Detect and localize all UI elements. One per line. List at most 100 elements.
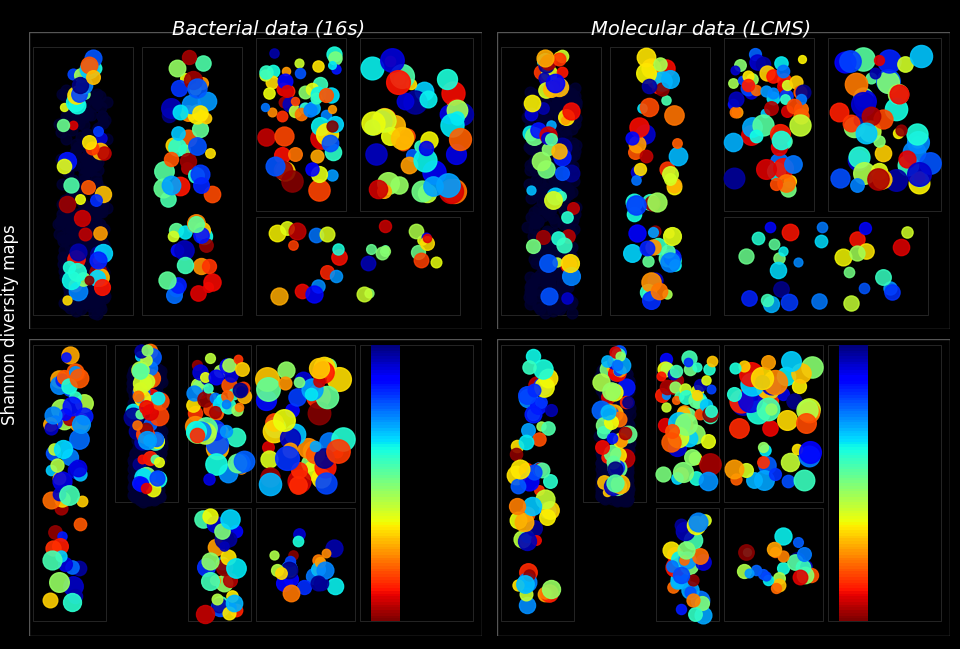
Point [522,128,538,138]
Point [799,418,814,428]
Point [545,105,561,116]
Point [130,435,145,445]
Point [688,520,704,530]
Point [554,87,569,97]
Point [813,236,828,246]
Point [148,494,163,504]
Point [93,278,108,288]
Point [64,247,80,257]
Point [221,400,236,411]
Point [420,93,436,104]
Point [187,84,203,95]
Point [218,399,233,410]
Point [693,550,708,561]
Point [452,134,468,144]
Point [669,472,684,483]
Bar [839,530,868,533]
Point [528,217,543,227]
Point [78,248,93,258]
Point [773,135,788,145]
Point [180,108,195,118]
Point [207,393,223,403]
Point [138,465,154,476]
Point [766,545,781,555]
Point [428,257,444,267]
Point [304,384,320,395]
Point [55,209,70,219]
Point [77,112,92,122]
Point [442,109,457,119]
Point [516,517,531,528]
Point [216,561,231,572]
Point [600,430,615,440]
Point [523,95,539,105]
Point [549,93,564,103]
Point [555,278,570,288]
Point [84,143,100,153]
Point [207,425,223,435]
Point [763,423,779,434]
Point [909,129,924,139]
Point [133,479,149,489]
Point [90,202,106,212]
Point [177,227,192,237]
Point [610,405,625,415]
Bar [372,386,399,389]
Point [600,392,615,402]
Point [545,213,561,223]
Point [330,244,346,254]
Point [617,464,633,474]
Point [70,112,85,123]
Point [145,466,160,476]
Point [311,376,326,386]
Point [604,410,619,420]
Point [60,209,75,219]
Point [260,384,276,395]
Bar [372,549,399,552]
Point [730,106,745,117]
Point [126,490,141,500]
Point [425,180,441,191]
Point [201,282,216,292]
Point [556,300,571,310]
Point [611,366,626,376]
Point [547,217,563,228]
Point [125,376,140,386]
Point [566,223,582,234]
Point [525,409,540,419]
Point [419,232,434,242]
Point [599,416,614,426]
Point [60,213,76,223]
Point [132,384,148,395]
Bar [839,411,868,414]
Point [876,148,891,158]
Point [155,377,170,387]
Point [132,459,148,470]
Point [615,483,631,493]
Point [876,114,891,124]
Point [610,463,625,473]
Point [601,397,616,407]
Bar [372,610,399,613]
Point [94,110,109,121]
Bar [372,538,399,541]
Bar [372,447,399,450]
Point [603,416,618,426]
Point [538,99,553,109]
Point [137,435,153,446]
Point [184,222,200,232]
Point [608,464,623,474]
Point [602,470,617,480]
Point [144,423,159,434]
Point [209,439,225,449]
Point [130,463,145,474]
Point [771,573,786,583]
Point [68,86,84,97]
Point [768,583,783,593]
Point [545,241,561,251]
Point [233,463,249,474]
Point [642,197,658,208]
Point [547,96,563,106]
Bar [839,591,868,594]
Point [132,493,147,503]
